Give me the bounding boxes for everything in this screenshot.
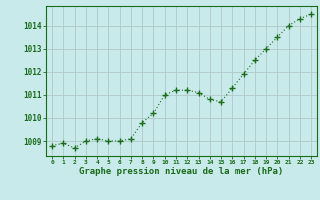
X-axis label: Graphe pression niveau de la mer (hPa): Graphe pression niveau de la mer (hPa) — [79, 167, 284, 176]
